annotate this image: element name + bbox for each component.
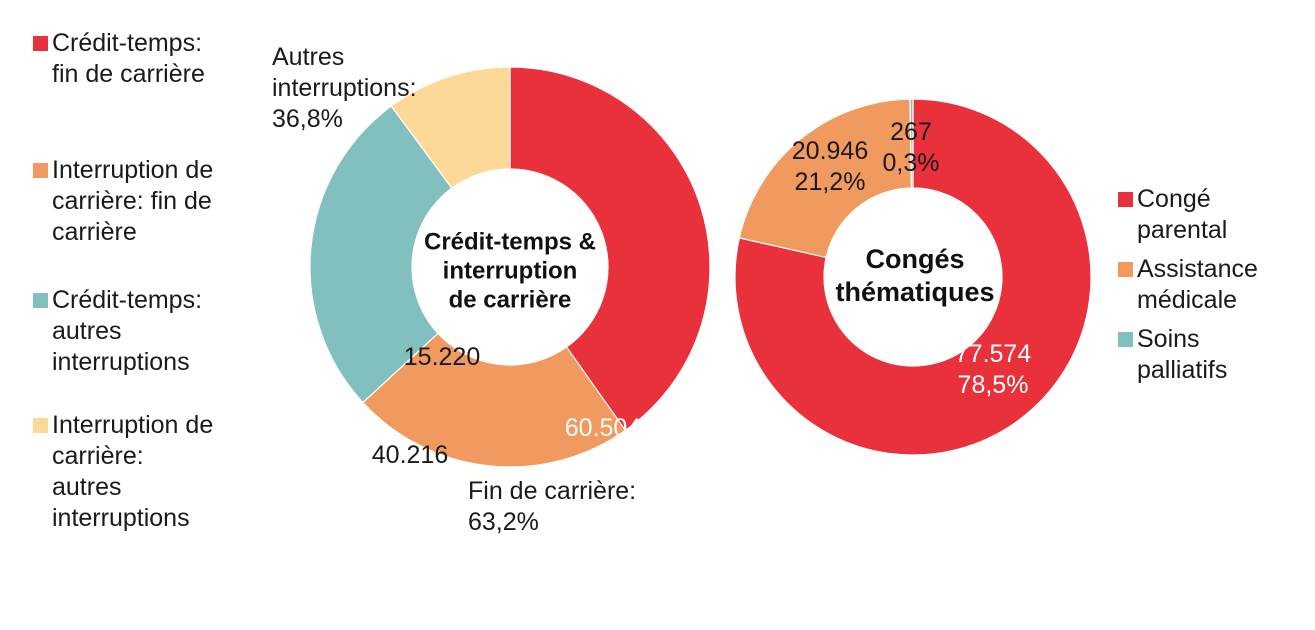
slice-conge-parental bbox=[734, 98, 1092, 456]
value-label-interruption-de-carriere-autres-interruptions: 15.220 bbox=[404, 343, 480, 371]
legend-label: palliatifs bbox=[1137, 356, 1228, 384]
legend-swatch bbox=[1118, 192, 1133, 207]
annotation-autres-interruptions: Autres interruptions: 36,8% bbox=[272, 42, 417, 135]
legend-label: Soins bbox=[1137, 325, 1200, 353]
legend-swatch bbox=[1118, 332, 1133, 347]
legend-item-interruption-de-carriere-fin-de-carriere: Interruption de carrière: fin de carrière bbox=[33, 155, 213, 248]
legend-label: autres bbox=[52, 473, 122, 501]
legend-label: carrière: bbox=[52, 442, 144, 470]
slice-interruption-de-carriere-fin-de-carriere bbox=[362, 332, 627, 468]
legend-label: interruptions bbox=[52, 504, 190, 532]
slice-soins-palliatifs bbox=[909, 98, 914, 189]
value-label-credit-temps-fin-de-carriere: 60.504 bbox=[565, 414, 642, 442]
annotation-line: Fin de carrière: bbox=[468, 477, 637, 505]
legend-item-assistance-medicale: Assistance médicale bbox=[1118, 254, 1258, 316]
legend-item-soins-palliatifs: Soins palliatifs bbox=[1118, 324, 1227, 386]
legend-swatch bbox=[1118, 262, 1133, 277]
value-label-credit-temps-autres-interruptions: 40.216 bbox=[372, 441, 448, 469]
legend-label: autres bbox=[52, 317, 122, 345]
chart-title: Crédit-temps & interruption de carrière bbox=[424, 228, 596, 313]
donut-chart-conges-thematiques: 77.574 78,5% 20.946 21,2% 267 0,3% Congés théma… bbox=[734, 98, 1092, 456]
legend-label: Assistance bbox=[1137, 255, 1258, 283]
legend-label: Interruption de bbox=[52, 156, 214, 184]
value-label-assistance-medicale: 20.946 21,2% bbox=[792, 137, 868, 196]
slice-credit-temps-autres-interruptions bbox=[309, 105, 453, 404]
legend-label: Interruption de bbox=[52, 411, 214, 439]
legend-swatch bbox=[33, 418, 48, 433]
legend-label: Crédit-temps: bbox=[52, 286, 203, 314]
annotation-line: Autres bbox=[272, 43, 345, 71]
legend-label: parental bbox=[1137, 216, 1228, 244]
annotation-fin-de-carriere: Fin de carrière: 63,2% bbox=[468, 476, 636, 538]
legend-label: Crédit-temps: bbox=[52, 29, 203, 57]
annotation-line: interruptions: bbox=[272, 74, 417, 102]
legend-label: fin de carrière bbox=[52, 60, 205, 88]
legend-swatch bbox=[33, 163, 48, 178]
annotation-line: 63,2% bbox=[468, 508, 539, 536]
legend-label: médicale bbox=[1137, 286, 1238, 314]
legend-swatch bbox=[33, 293, 48, 308]
legend-item-conge-parental: Congé parental bbox=[1118, 184, 1227, 246]
slice-credit-temps-fin-de-carriere bbox=[509, 66, 711, 432]
legend-item-credit-temps-autres-interruptions: Crédit-temps: autres interruptions bbox=[33, 285, 202, 378]
legend-label: Congé bbox=[1137, 185, 1211, 213]
chart-title: Congés thématiques bbox=[835, 244, 994, 307]
annotation-line: 36,8% bbox=[272, 105, 343, 133]
value-label-soins-palliatifs: 267 0,3% bbox=[883, 118, 940, 177]
legend-item-credit-temps-fin-de-carriere: Crédit-temps: fin de carrière bbox=[33, 28, 205, 90]
legend-swatch bbox=[33, 36, 48, 51]
legend-label: interruptions bbox=[52, 348, 190, 376]
legend-item-interruption-de-carriere-autres-interruptions: Interruption de carrière: autres interrupti… bbox=[33, 410, 213, 534]
slice-assistance-medicale bbox=[738, 98, 913, 259]
value-label-conge-parental: 77.574 78,5% bbox=[955, 340, 1032, 399]
legend-label: carrière: fin de bbox=[52, 187, 212, 215]
legend-label: carrière bbox=[52, 218, 137, 246]
slice-interruption-de-carriere-autres-interruptions bbox=[390, 66, 511, 189]
